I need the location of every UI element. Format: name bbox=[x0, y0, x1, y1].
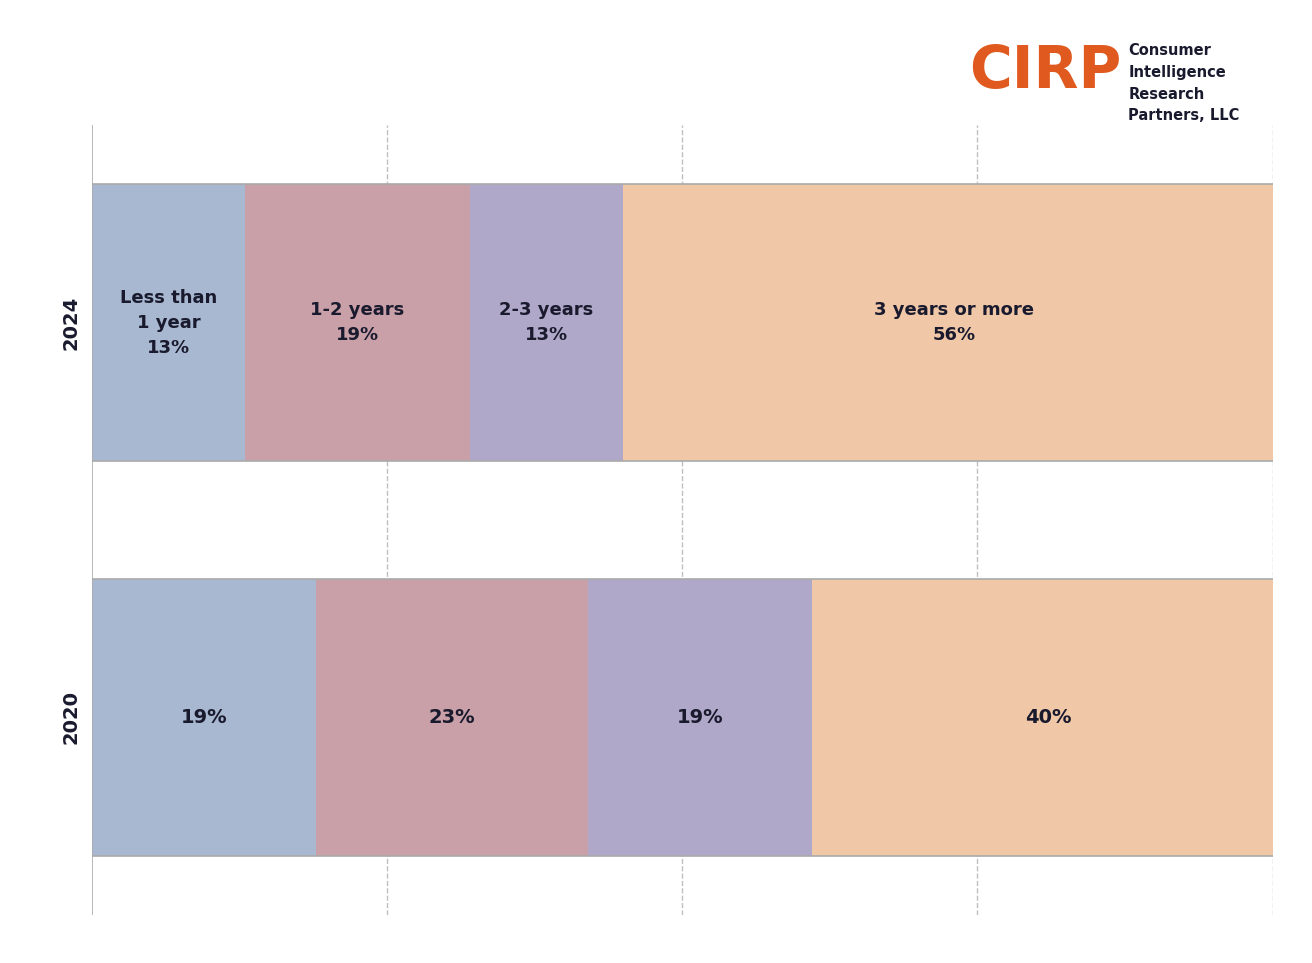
Text: 19%: 19% bbox=[677, 708, 723, 727]
Text: Consumer
Intelligence
Research
Partners, LLC: Consumer Intelligence Research Partners,… bbox=[1128, 43, 1240, 123]
Bar bbox=[316, 579, 588, 855]
Text: 1-2 years
19%: 1-2 years 19% bbox=[311, 301, 404, 344]
Bar bbox=[470, 184, 623, 461]
Text: 3 years or more
56%: 3 years or more 56% bbox=[874, 301, 1034, 344]
Bar bbox=[623, 184, 1284, 461]
Bar bbox=[812, 579, 1284, 855]
Text: CIRP: CIRP bbox=[970, 43, 1122, 100]
Text: Less than
1 year
13%: Less than 1 year 13% bbox=[119, 289, 218, 356]
Bar bbox=[92, 579, 316, 855]
Text: 19%: 19% bbox=[181, 708, 227, 727]
Text: 2-3 years
13%: 2-3 years 13% bbox=[500, 301, 593, 344]
Bar bbox=[588, 579, 812, 855]
Text: 40%: 40% bbox=[1025, 708, 1072, 727]
Bar bbox=[92, 184, 245, 461]
Text: 23%: 23% bbox=[429, 708, 475, 727]
Bar bbox=[245, 184, 470, 461]
